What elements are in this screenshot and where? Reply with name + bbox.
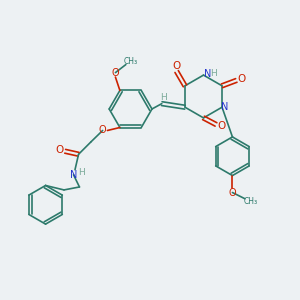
Text: O: O	[229, 188, 236, 197]
Text: O: O	[56, 145, 64, 155]
Text: N: N	[204, 69, 211, 79]
Text: H: H	[160, 93, 166, 102]
Text: N: N	[70, 170, 77, 180]
Text: O: O	[217, 121, 226, 131]
Text: O: O	[112, 68, 119, 78]
Text: H: H	[211, 69, 217, 78]
Text: O: O	[238, 74, 246, 84]
Text: N: N	[221, 102, 229, 112]
Text: O: O	[172, 61, 181, 71]
Text: CH₃: CH₃	[244, 197, 258, 206]
Text: H: H	[78, 168, 85, 177]
Text: O: O	[99, 125, 106, 136]
Text: CH₃: CH₃	[124, 57, 138, 66]
